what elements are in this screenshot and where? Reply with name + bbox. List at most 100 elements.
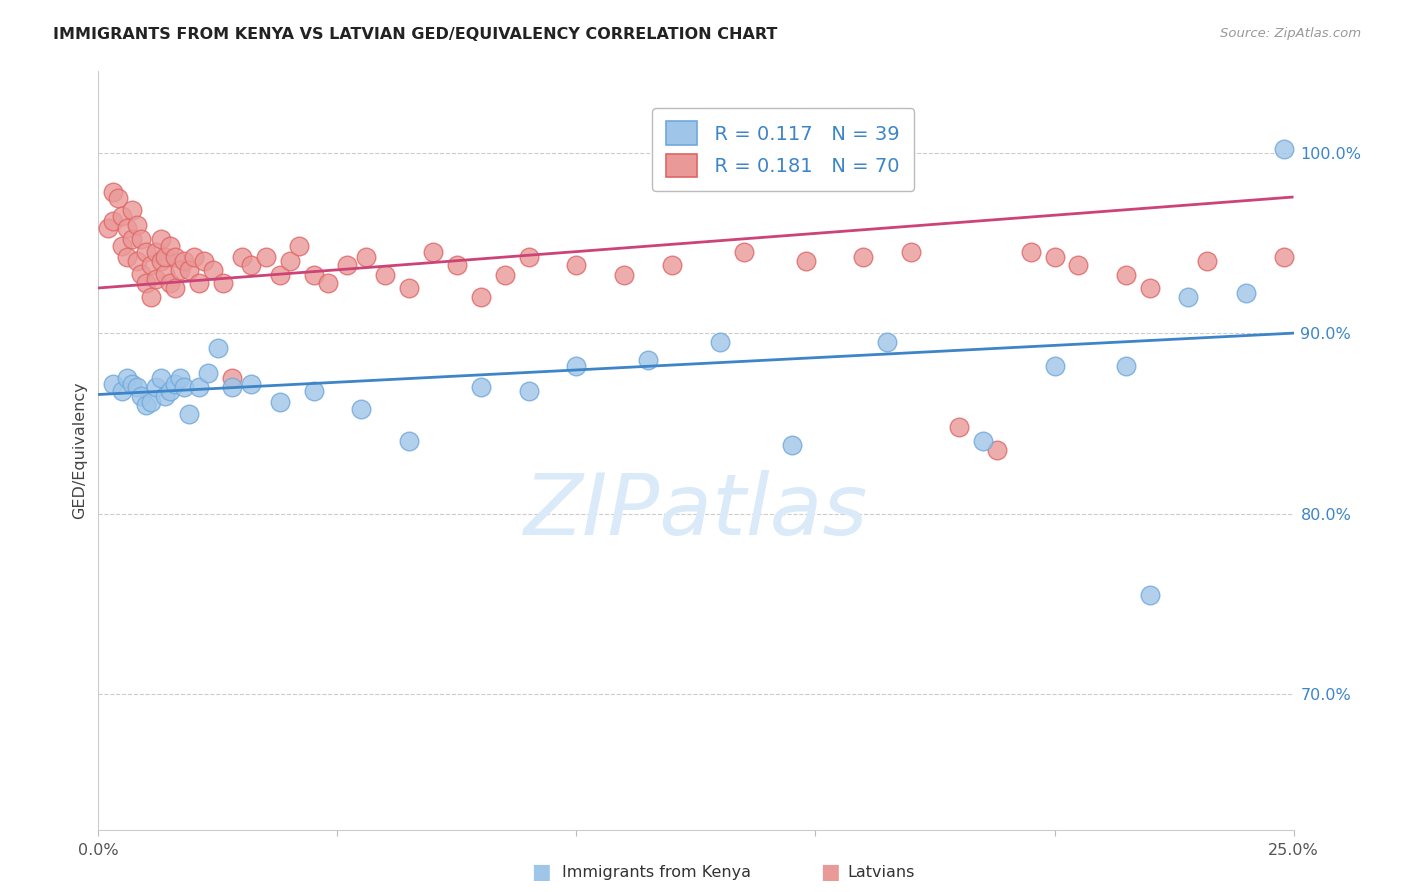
Point <box>398 434 420 449</box>
Point <box>145 244 167 259</box>
Point <box>131 232 153 246</box>
Point <box>316 276 339 290</box>
Point <box>1139 588 1161 602</box>
Point <box>107 191 129 205</box>
Point <box>139 290 162 304</box>
Point <box>517 384 540 398</box>
Point <box>101 376 124 391</box>
Point <box>173 254 195 268</box>
Point <box>159 384 181 398</box>
Point <box>794 254 817 268</box>
Point <box>733 244 755 259</box>
Point <box>121 203 143 218</box>
Point <box>111 384 134 398</box>
Point <box>1115 359 1137 373</box>
Point <box>131 267 153 281</box>
Point <box>101 186 124 200</box>
Point <box>852 250 875 264</box>
Point <box>197 366 219 380</box>
Point <box>780 438 803 452</box>
Legend:   R = 0.117   N = 39,   R = 0.181   N = 70: R = 0.117 N = 39, R = 0.181 N = 70 <box>652 108 914 191</box>
Point <box>163 376 186 391</box>
Point <box>900 244 922 259</box>
Y-axis label: GED/Equivalency: GED/Equivalency <box>72 382 87 519</box>
Point <box>240 258 263 272</box>
Point <box>350 401 373 416</box>
Point <box>139 394 162 409</box>
Point <box>135 398 157 412</box>
Point <box>111 239 134 253</box>
Point <box>193 254 215 268</box>
Text: ■: ■ <box>820 863 839 882</box>
Point <box>97 221 120 235</box>
Point <box>111 209 134 223</box>
Point <box>637 353 659 368</box>
Point <box>115 250 138 264</box>
Point <box>1272 250 1295 264</box>
Point <box>149 371 172 385</box>
Point <box>269 394 291 409</box>
Point <box>149 254 172 268</box>
Point <box>115 221 138 235</box>
Point <box>374 268 396 283</box>
Point <box>125 380 148 394</box>
Point <box>288 239 311 253</box>
Point <box>240 376 263 391</box>
Point <box>169 263 191 277</box>
Point <box>131 389 153 403</box>
Point <box>183 250 205 264</box>
Point <box>231 250 253 264</box>
Text: Latvians: Latvians <box>848 865 915 880</box>
Point <box>155 250 177 264</box>
Point <box>446 258 468 272</box>
Point <box>221 371 243 385</box>
Text: Immigrants from Kenya: Immigrants from Kenya <box>562 865 751 880</box>
Point <box>115 371 138 385</box>
Point <box>254 250 277 264</box>
Point <box>565 359 588 373</box>
Point <box>179 408 201 422</box>
Point <box>1197 254 1219 268</box>
Point <box>278 254 301 268</box>
Point <box>1234 286 1257 301</box>
Point <box>187 380 209 394</box>
Point <box>221 380 243 394</box>
Point <box>302 384 325 398</box>
Point <box>1043 359 1066 373</box>
Point <box>470 380 492 394</box>
Point <box>972 434 994 449</box>
Point <box>302 268 325 283</box>
Text: Source: ZipAtlas.com: Source: ZipAtlas.com <box>1220 27 1361 40</box>
Point <box>125 218 148 232</box>
Point <box>121 232 143 246</box>
Point <box>709 335 731 350</box>
Point <box>179 263 201 277</box>
Point <box>159 276 181 290</box>
Point <box>187 276 209 290</box>
Point <box>398 281 420 295</box>
Point <box>202 263 225 277</box>
Point <box>135 276 157 290</box>
Point <box>155 389 177 403</box>
Text: ■: ■ <box>531 863 551 882</box>
Point <box>101 214 124 228</box>
Point <box>1115 268 1137 283</box>
Text: ZIPatlas: ZIPatlas <box>524 469 868 553</box>
Point <box>948 420 970 434</box>
Point <box>1067 258 1090 272</box>
Point <box>565 258 588 272</box>
Point <box>661 258 683 272</box>
Point <box>269 268 291 283</box>
Point <box>159 239 181 253</box>
Point <box>149 232 172 246</box>
Point <box>125 254 148 268</box>
Point <box>173 380 195 394</box>
Point <box>1043 250 1066 264</box>
Point <box>211 276 233 290</box>
Point <box>155 267 177 281</box>
Point <box>207 341 229 355</box>
Point <box>470 290 492 304</box>
Point <box>1139 281 1161 295</box>
Point <box>1177 290 1199 304</box>
Point <box>139 258 162 272</box>
